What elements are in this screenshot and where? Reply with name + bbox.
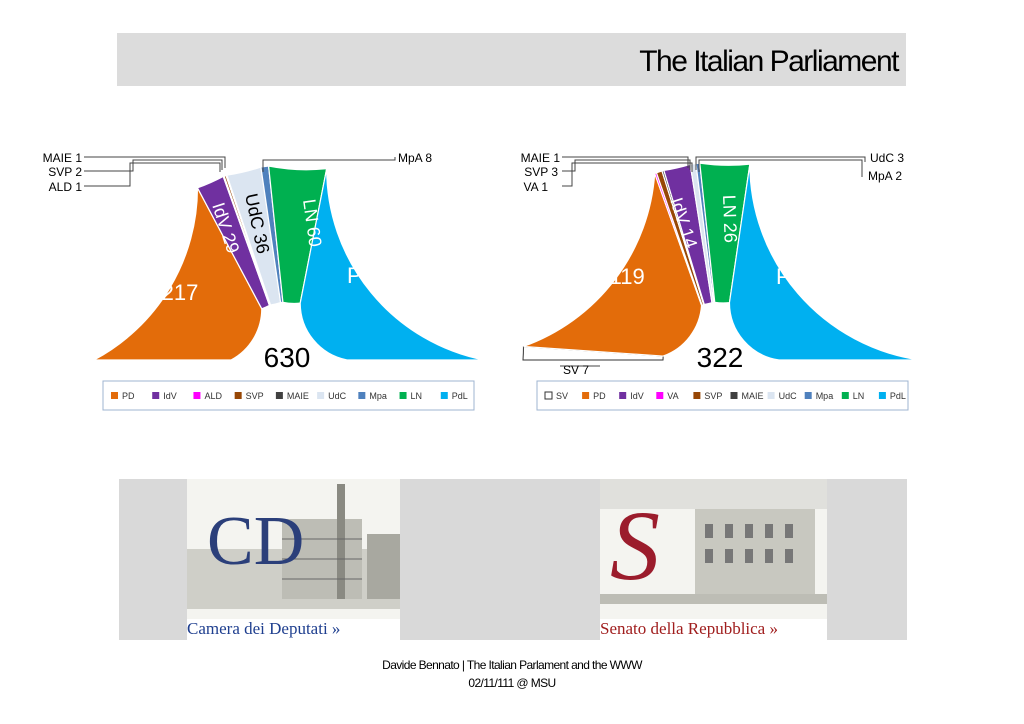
- senato-caption[interactable]: Senato della Repubblica »: [600, 619, 778, 638]
- camera-monogram: CD: [207, 503, 304, 580]
- legend-label-pd-1: PD: [122, 391, 135, 401]
- data-label-mpa-1: MpA 8: [398, 151, 432, 165]
- slice-pdl-2: [728, 164, 920, 361]
- legend-box-1: [102, 380, 475, 411]
- data-label-pd-1: PD 217: [125, 280, 198, 305]
- data-label-maie-2: MAIE 1: [521, 151, 561, 165]
- data-label-pd-2: PD 119: [573, 264, 645, 289]
- legend-swatch-ald-1: [193, 392, 201, 399]
- legend-label-mpa-2: Mpa: [816, 391, 834, 401]
- data-label-udc-2: UdC 3: [870, 151, 904, 165]
- leader-line-mpa-1: [262, 157, 396, 172]
- legend-label-sv-2: SV: [556, 391, 568, 401]
- legend-label-idv-2: IdV: [630, 391, 644, 401]
- slide-title: The Italian Parliament: [639, 45, 899, 78]
- senato-logo[interactable]: S Senato della Repubblica »: [600, 479, 827, 640]
- footer-line-2: 02/11/111 @ MSU: [468, 676, 556, 690]
- total-seats-2: 322: [697, 342, 744, 373]
- total-seats-1: 630: [264, 342, 311, 373]
- legend-swatch-va-2: [656, 392, 664, 399]
- leader-line-svp-1: [84, 159, 223, 172]
- legend-swatch-svp-2: [693, 392, 701, 399]
- legend-label-ald-1: ALD: [204, 391, 222, 401]
- legend-label-pd-2: PD: [593, 391, 606, 401]
- legend-swatch-maie-1: [275, 392, 283, 399]
- leader-line-maie-2: [562, 156, 689, 168]
- legend-swatch-mpa-1: [358, 392, 366, 399]
- legend-swatch-sv-2: [544, 391, 553, 400]
- data-label-ln-2: LN 26: [719, 194, 741, 243]
- senato-building-image: S: [600, 479, 827, 619]
- data-label-mpa-2: MpA 2: [868, 169, 902, 183]
- data-label-pdl-2: PdL 146: [776, 264, 857, 289]
- data-label-maie-1: MAIE 1: [43, 151, 83, 165]
- data-label-sv-2: SV 7: [563, 363, 589, 377]
- legend-label-ln-1: LN: [411, 391, 423, 401]
- footer-line-1: Davide Bennato | The Italian Parlament a…: [382, 658, 642, 672]
- slice-pd-2: [523, 173, 703, 357]
- slice-pdl-1: [299, 168, 485, 361]
- legend-label-maie-2: MAIE: [742, 391, 764, 401]
- legend-label-udc-2: UdC: [779, 391, 798, 401]
- legend-label-idv-1: IdV: [163, 391, 177, 401]
- legend-swatch-udc-1: [317, 392, 325, 399]
- data-label-svp-2: SVP 3: [524, 165, 558, 179]
- leader-line-maie-1: [84, 156, 226, 168]
- camera-building-image: CD: [187, 479, 400, 619]
- senato-monogram: S: [610, 490, 660, 601]
- legend-swatch-idv-1: [152, 392, 160, 399]
- legend-swatch-mpa-2: [804, 392, 812, 399]
- legend-label-ln-2: LN: [853, 391, 865, 401]
- legend-swatch-pdl-1: [440, 392, 448, 399]
- leader-line-ald-1: [84, 162, 221, 187]
- legend-label-maie-1: MAIE: [287, 391, 309, 401]
- camera-caption[interactable]: Camera dei Deputati »: [187, 619, 341, 638]
- leader-line-va-2: [562, 162, 693, 187]
- institution-logos: CD Camera dei Deputati » S Senato della …: [119, 479, 907, 640]
- legend-swatch-pd-2: [582, 392, 590, 399]
- legend-swatch-pd-1: [111, 392, 118, 399]
- legend-label-pdl-1: PdL: [452, 391, 468, 401]
- legend-swatch-maie-2: [730, 392, 738, 399]
- data-label-va-2: VA 1: [524, 180, 549, 194]
- legend-label-udc-1: UdC: [328, 391, 347, 401]
- legend-label-va-2: VA: [667, 391, 678, 401]
- legend-swatch-ln-1: [399, 392, 407, 399]
- data-label-ald-1: ALD 1: [49, 180, 83, 194]
- legend-label-svp-2: SVP: [704, 391, 722, 401]
- leader-line-udc-2: [695, 156, 866, 170]
- leader-line-mpa-2: [698, 159, 863, 177]
- legend-label-svp-1: SVP: [246, 391, 264, 401]
- data-label-svp-1: SVP 2: [48, 165, 82, 179]
- legend-swatch-pdl-2: [878, 392, 886, 399]
- camera-logo[interactable]: CD Camera dei Deputati »: [187, 479, 400, 640]
- title-bar: The Italian Parliament: [117, 33, 906, 86]
- data-label-pdl-1: PdL 276: [347, 263, 428, 288]
- legend-swatch-ln-2: [841, 392, 849, 399]
- legend-swatch-svp-1: [234, 392, 242, 399]
- legend-swatch-udc-2: [767, 392, 775, 399]
- legend-label-mpa-1: Mpa: [369, 391, 387, 401]
- legend-label-pdl-2: PdL: [890, 391, 906, 401]
- legend-swatch-idv-2: [619, 392, 627, 399]
